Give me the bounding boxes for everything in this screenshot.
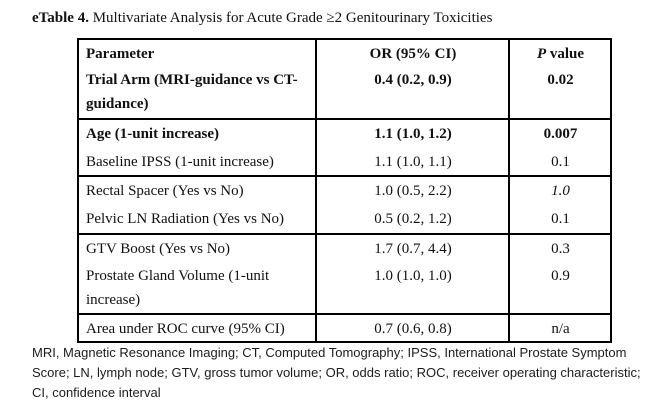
cell-p-value: 0.9 <box>508 262 612 314</box>
cell-or-ci: 1.0 (0.5, 2.2) <box>315 175 510 205</box>
table-row-gtv-boost: GTV Boost (Yes vs No) 1.7 (0.7, 4.4) 0.3 <box>77 233 612 262</box>
p-value-label-rest: value <box>546 46 585 62</box>
table-row-baseline-ipss: Baseline IPSS (1-unit increase) 1.1 (1.0… <box>77 148 612 176</box>
cell-parameter: Baseline IPSS (1-unit increase) <box>77 148 317 176</box>
cell-parameter: Area under ROC curve (95% CI) <box>77 313 317 342</box>
cell-p-value: 0.1 <box>508 148 612 176</box>
cell-parameter: Trial Arm (MRI-guidance vs CT-guidance) <box>77 66 317 119</box>
table-row-trial-arm: Trial Arm (MRI-guidance vs CT-guidance) … <box>77 66 612 119</box>
table-row-roc-auc: Area under ROC curve (95% CI) 0.7 (0.6, … <box>77 313 612 342</box>
cell-parameter: Pelvic LN Radiation (Yes vs No) <box>77 205 317 234</box>
table-caption-text: Multivariate Analysis for Acute Grade ≥2… <box>88 10 493 26</box>
table-row-rectal-spacer: Rectal Spacer (Yes vs No) 1.0 (0.5, 2.2)… <box>77 175 612 205</box>
abbreviations-footnote: MRI, Magnetic Resonance Imaging; CT, Com… <box>32 343 660 403</box>
column-header-parameter: Parameter <box>77 39 317 66</box>
footnote-line-3: CI, confidence interval <box>32 385 161 400</box>
cell-parameter: Rectal Spacer (Yes vs No) <box>77 175 317 205</box>
cell-or-ci: 1.1 (1.0, 1.2) <box>315 118 510 148</box>
column-header-or-ci: OR (95% CI) <box>315 39 510 66</box>
table-caption: eTable 4. Multivariate Analysis for Acut… <box>32 9 492 28</box>
cell-or-ci: 0.5 (0.2, 1.2) <box>315 205 510 234</box>
cell-parameter: Prostate Gland Volume (1-unit increase) <box>77 262 317 314</box>
multivariate-analysis-table: Parameter OR (95% CI) P value Trial Arm … <box>77 38 612 343</box>
cell-or-ci: 0.7 (0.6, 0.8) <box>315 313 510 342</box>
column-header-p-value: P value <box>508 39 612 66</box>
table-header-row: Parameter OR (95% CI) P value <box>77 39 612 66</box>
table-row-age: Age (1-unit increase) 1.1 (1.0, 1.2) 0.0… <box>77 118 612 148</box>
p-value-italic-letter: P <box>536 46 547 62</box>
cell-or-ci: 1.1 (1.0, 1.1) <box>315 148 510 176</box>
cell-parameter: Age (1-unit increase) <box>77 118 317 148</box>
cell-p-value: 0.007 <box>508 118 612 148</box>
footnote-line-2: Score; LN, lymph node; GTV, gross tumor … <box>32 365 641 380</box>
cell-or-ci: 0.4 (0.2, 0.9) <box>315 66 510 119</box>
cell-or-ci: 1.0 (1.0, 1.0) <box>315 262 510 314</box>
cell-or-ci: 1.7 (0.7, 4.4) <box>315 233 510 262</box>
footnote-line-1: MRI, Magnetic Resonance Imaging; CT, Com… <box>32 345 627 360</box>
cell-p-value: 0.02 <box>508 66 612 119</box>
table-caption-label: eTable 4. <box>32 10 89 26</box>
cell-parameter: GTV Boost (Yes vs No) <box>77 233 317 262</box>
cell-p-value: 1.0 <box>508 175 612 205</box>
cell-p-value: 0.3 <box>508 233 612 262</box>
cell-p-value: 0.1 <box>508 205 612 234</box>
table-row-pelvic-ln-radiation: Pelvic LN Radiation (Yes vs No) 0.5 (0.2… <box>77 205 612 234</box>
table-row-prostate-gland-volume: Prostate Gland Volume (1-unit increase) … <box>77 262 612 314</box>
cell-p-value: n/a <box>508 313 612 342</box>
